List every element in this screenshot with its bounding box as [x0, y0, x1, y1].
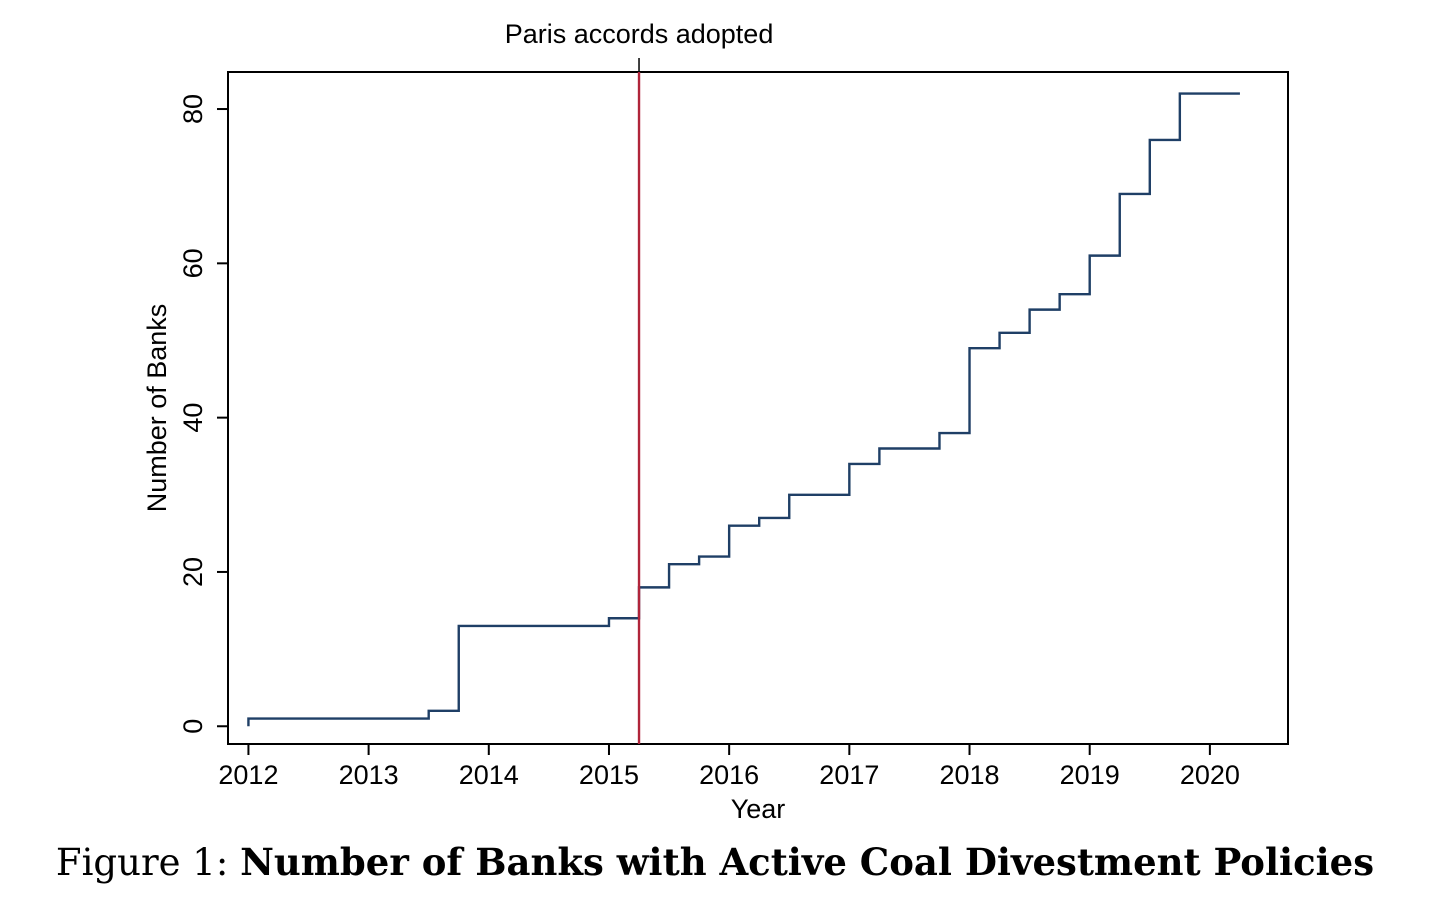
x-tick-label-2014: 2014 — [459, 760, 519, 790]
x-tick-label-2017: 2017 — [819, 760, 879, 790]
y-tick-label-80: 80 — [178, 94, 208, 124]
figure-caption: Figure 1: Number of Banks with Active Co… — [0, 840, 1430, 884]
x-tick-label-2015: 2015 — [579, 760, 639, 790]
y-tick-label-0: 0 — [178, 719, 208, 734]
x-tick-label-2016: 2016 — [699, 760, 759, 790]
x-tick-label-2012: 2012 — [218, 760, 278, 790]
series-line-0 — [247, 92, 1240, 727]
annotation-label-0: Paris accords adopted — [505, 19, 774, 49]
y-tick-label-60: 60 — [178, 248, 208, 278]
y-tick-label-40: 40 — [178, 403, 208, 433]
x-tick-label-2019: 2019 — [1060, 760, 1120, 790]
x-tick-label-2018: 2018 — [939, 760, 999, 790]
y-tick-label-20: 20 — [178, 557, 208, 587]
step-line-chart: 2012 2013 2014 2015 2016 2017 2018 2019 2020 0 20 4… — [142, 19, 1289, 824]
x-tick-label-2020: 2020 — [1180, 760, 1240, 790]
caption-title: Number of Banks with Active Coal Divestm… — [240, 840, 1375, 884]
x-axis-label: Year — [731, 794, 786, 824]
x-tick-label-2013: 2013 — [339, 760, 399, 790]
caption-prefix: Figure 1: — [55, 841, 229, 884]
plot-frame — [227, 71, 1289, 745]
y-axis-label: Number of Banks — [142, 304, 172, 513]
